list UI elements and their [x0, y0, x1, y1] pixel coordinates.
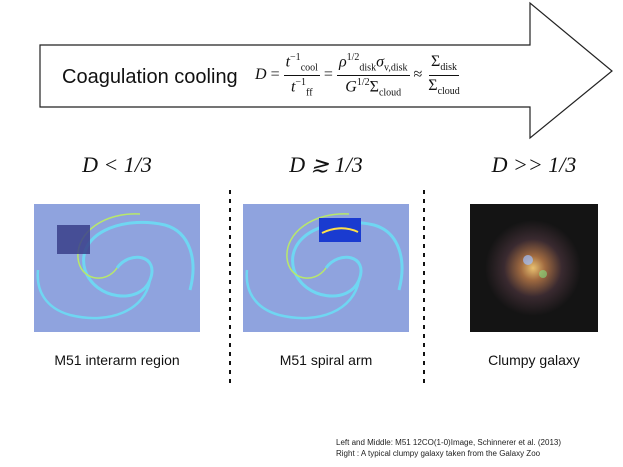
condition: D >> 1/3	[491, 152, 577, 177]
eq-sign: =	[270, 66, 280, 84]
eq-sub: disk	[440, 62, 458, 74]
eq-sub: v,disk	[383, 62, 408, 74]
credit: Left and Middle: M51 12CO(1-0)Image, Sch…	[336, 438, 562, 447]
eq-lhs: D	[255, 66, 267, 84]
eq-sym: Σ	[431, 53, 441, 71]
image-interarm	[34, 204, 200, 332]
eq-sup: −1	[295, 76, 307, 88]
headline: Coagulation cooling	[62, 66, 238, 88]
eq-sup: 1/2	[346, 52, 360, 63]
eq-sym: Σ	[369, 77, 379, 95]
eq-sym: t	[285, 53, 291, 71]
eq-sym: ρ	[338, 53, 347, 71]
eq-sym: Σ	[428, 76, 438, 94]
caption: M51 interarm region	[54, 352, 180, 368]
eq-sym: t	[290, 77, 296, 95]
eq-sym: G	[345, 77, 357, 95]
eq-sub: ff	[306, 87, 313, 99]
eq-sign: ≈	[413, 66, 423, 84]
eq-sub: cloud	[378, 87, 402, 99]
image-arm	[243, 204, 409, 332]
condition: D ≳ 1/3	[289, 152, 363, 177]
condition: D < 1/3	[82, 152, 152, 177]
eq-sup: −1	[290, 52, 301, 63]
credit: Right : A typical clumpy galaxy taken fr…	[336, 449, 541, 458]
arrow	[39, 1, 613, 140]
eq-sub: disk	[359, 62, 377, 74]
eq-sign: =	[323, 66, 333, 84]
eq-sup: 1/2	[356, 76, 370, 88]
image-clumpy	[470, 204, 598, 332]
eq-sub: cool	[300, 62, 318, 74]
eq-sub: cloud	[437, 85, 460, 97]
equation: D = t−1cool t−1ff = ρ1/2diskσv,disk G1/2Σc…	[255, 52, 466, 98]
caption: Clumpy galaxy	[488, 352, 580, 368]
caption: M51 spiral arm	[279, 352, 373, 368]
eq-sym: σ	[376, 53, 384, 71]
